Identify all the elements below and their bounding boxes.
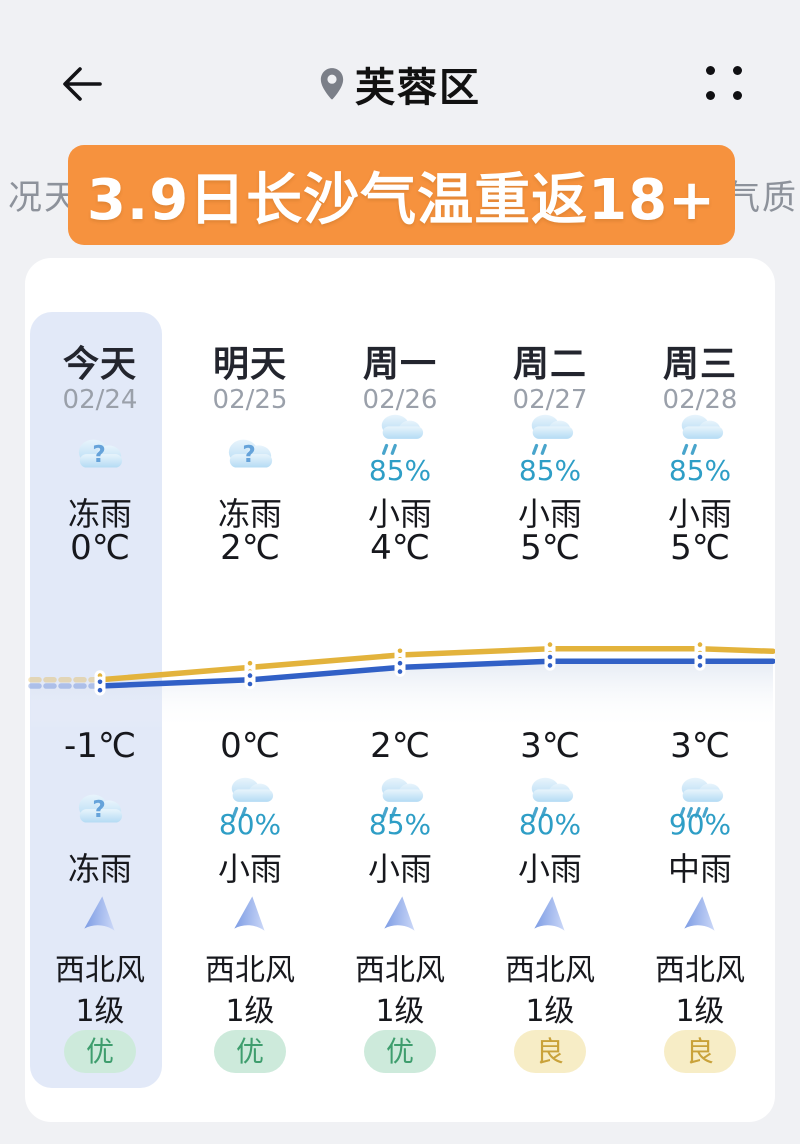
low-temp: 2℃: [370, 726, 430, 766]
wind-level: 1级: [225, 994, 275, 1029]
wind-direction: 西北风: [505, 953, 595, 988]
day-high-temp: 5℃: [520, 528, 580, 568]
forecast-card: 今天 02/24 冻雨 0℃ -1℃ 冻雨 西北风 1级 优 明天 02/25 …: [25, 258, 775, 1122]
day-name: 周一: [362, 344, 437, 385]
day-name: 明天: [212, 344, 287, 385]
unknown-weather-icon: [25, 431, 175, 481]
forecast-column-monday[interactable]: 周一 02/26 85% 小雨 4℃ 2℃ 85% 小雨 西北风 1级 优: [325, 258, 475, 1122]
day-high-temp: 2℃: [220, 528, 280, 568]
day-date: 02/27: [512, 385, 588, 415]
precip-probability: 85%: [368, 454, 432, 487]
tab-live-weather-partial[interactable]: 况天: [8, 178, 80, 218]
wind-direction: 西北风: [205, 953, 295, 988]
day-date: 02/25: [212, 385, 288, 415]
wind-direction: 西北风: [655, 953, 745, 988]
wind-direction-icon: [325, 893, 475, 939]
light-rain-icon: [325, 410, 475, 460]
wind-direction-icon: [475, 893, 625, 939]
precip-probability: 80%: [218, 808, 282, 841]
day-condition: 冻雨: [67, 495, 132, 533]
day-condition: 冻雨: [217, 495, 282, 533]
wind-direction-icon: [175, 893, 325, 939]
day-condition: 小雨: [517, 495, 582, 533]
aqi-badge: 优: [214, 1030, 286, 1073]
page-title: 芙蓉区: [355, 65, 481, 111]
day-high-temp: 0℃: [70, 528, 130, 568]
low-temp: 3℃: [670, 726, 730, 766]
precip-probability: 85%: [668, 454, 732, 487]
location-header[interactable]: 芙蓉区: [0, 52, 800, 116]
temp-chart: [28, 639, 775, 730]
precip-probability: 85%: [368, 808, 432, 841]
night-condition: 中雨: [667, 850, 732, 888]
unknown-weather-icon: [25, 786, 175, 836]
day-date: 02/26: [362, 385, 438, 415]
location-pin-icon: [319, 67, 345, 101]
precip-probability: 80%: [518, 808, 582, 841]
app-header: 芙蓉区: [0, 52, 800, 116]
day-date: 02/24: [62, 385, 138, 415]
low-temp: 0℃: [220, 726, 280, 766]
light-rain-icon: [475, 410, 625, 460]
low-temp: -1℃: [63, 726, 137, 766]
forecast-column-wednesday[interactable]: 周三 02/28 85% 小雨 5℃ 3℃ 90% 中雨 西北风 1级 良: [625, 258, 775, 1122]
wind-level: 1级: [375, 994, 425, 1029]
day-name: 周二: [512, 344, 587, 385]
day-name: 周三: [662, 344, 737, 385]
day-condition: 小雨: [667, 495, 732, 533]
aqi-badge: 良: [664, 1030, 736, 1073]
unknown-weather-icon: [175, 431, 325, 481]
day-name: 今天: [62, 344, 137, 385]
precip-probability: 90%: [668, 808, 732, 841]
day-high-temp: 4℃: [370, 528, 430, 568]
forecast-column-tomorrow[interactable]: 明天 02/25 冻雨 2℃ 0℃ 80% 小雨 西北风 1级 优: [175, 258, 325, 1122]
back-arrow-icon[interactable]: [58, 64, 106, 104]
wind-level: 1级: [675, 994, 725, 1029]
wind-direction: 西北风: [355, 953, 445, 988]
aqi-badge: 优: [64, 1030, 136, 1073]
headline-text: 3.9日长沙气温重返18+: [86, 167, 717, 233]
low-temp: 3℃: [520, 726, 580, 766]
night-condition: 小雨: [367, 850, 432, 888]
menu-dots-icon[interactable]: [706, 66, 748, 104]
night-condition: 小雨: [517, 850, 582, 888]
aqi-badge: 优: [364, 1030, 436, 1073]
day-date: 02/28: [662, 385, 738, 415]
headline-banner: 3.9日长沙气温重返18+: [68, 145, 735, 245]
tab-air-quality-partial[interactable]: 气质: [726, 178, 798, 218]
day-high-temp: 5℃: [670, 528, 730, 568]
wind-level: 1级: [75, 994, 125, 1029]
day-condition: 小雨: [367, 495, 432, 533]
forecast-column-tuesday[interactable]: 周二 02/27 85% 小雨 5℃ 3℃ 80% 小雨 西北风 1级 良: [475, 258, 625, 1122]
aqi-badge: 良: [514, 1030, 586, 1073]
wind-direction: 西北风: [55, 953, 145, 988]
precip-probability: 85%: [518, 454, 582, 487]
wind-level: 1级: [525, 994, 575, 1029]
wind-direction-icon: [25, 893, 175, 939]
forecast-column-today[interactable]: 今天 02/24 冻雨 0℃ -1℃ 冻雨 西北风 1级 优: [25, 258, 175, 1122]
wind-direction-icon: [625, 893, 775, 939]
light-rain-icon: [625, 410, 775, 460]
night-condition: 小雨: [217, 850, 282, 888]
night-condition: 冻雨: [67, 850, 132, 888]
